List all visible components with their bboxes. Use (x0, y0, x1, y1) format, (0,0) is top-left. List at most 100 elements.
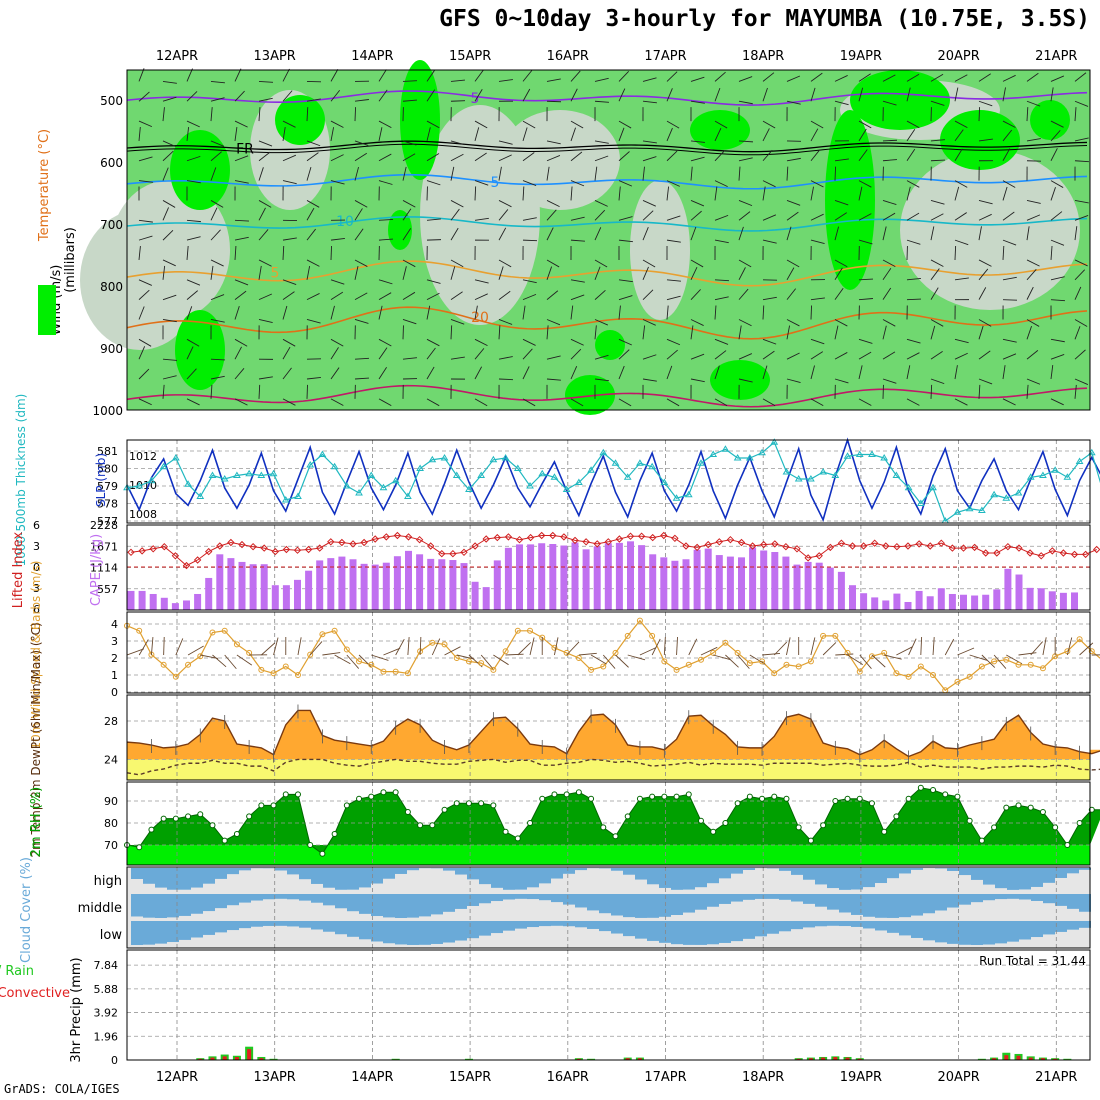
wind-speed-marker (209, 629, 216, 636)
wind-barb (282, 346, 291, 360)
wind-speed-marker (197, 653, 204, 660)
wind-barb (138, 398, 152, 406)
rh-2m-marker (478, 800, 485, 807)
rh-2m-marker (319, 850, 326, 857)
rh-2m-marker (759, 795, 766, 802)
cloud-high-bar (191, 868, 203, 888)
wind-barb (690, 140, 705, 143)
wind-barb (978, 268, 989, 281)
wind-barb (618, 88, 626, 102)
li-marker (1037, 552, 1045, 560)
cloud-low-bar (1055, 921, 1067, 932)
cape-bar (993, 589, 1001, 610)
wind-barb-10m (700, 646, 718, 656)
cloud-low-bar (683, 921, 695, 945)
wind-barb (1002, 129, 1013, 142)
wind-barb (570, 398, 584, 407)
date-label-bottom: 13APR (254, 1070, 296, 1085)
wind-barb (450, 200, 464, 208)
wind-barb (474, 305, 478, 320)
cape-bar (149, 593, 157, 610)
cape-bar (649, 554, 657, 610)
wind-barb (714, 350, 727, 360)
cloud-middle-bar (947, 894, 959, 908)
cape-bar (571, 542, 579, 610)
wind-barb (954, 398, 968, 406)
wind-barb (762, 120, 776, 129)
rh-2m-marker (380, 789, 387, 796)
precip-convective-bar (637, 1058, 642, 1060)
wind-barb (738, 325, 742, 340)
cape-bar (393, 556, 401, 610)
wind-barb (162, 200, 176, 208)
wind-barb (762, 398, 776, 407)
wind-barb (186, 368, 197, 380)
cloud-middle-bar (935, 894, 947, 911)
li-marker (993, 549, 1001, 557)
wind-barb (546, 227, 554, 241)
cloud-frame (126, 866, 1091, 949)
wind-barb (882, 287, 892, 300)
thickness-marker (660, 478, 669, 485)
wind-barb (474, 217, 489, 221)
li-marker (715, 538, 724, 546)
contour-temp-20 (126, 306, 1088, 340)
cloud-middle-bar (683, 894, 695, 913)
wind-barb (858, 186, 863, 201)
cloud-middle-bar (623, 894, 635, 918)
date-label-bottom: 15APR (449, 1070, 491, 1085)
rh-2m-frame (126, 781, 1091, 866)
rh-2m-fill (127, 787, 1100, 854)
wind-speed-marker (514, 627, 521, 634)
cloud-low-bar (383, 921, 395, 944)
wind-barb (714, 214, 729, 221)
wind-barb (570, 151, 583, 162)
thickness-marker (147, 476, 156, 484)
cloud-high-bar (875, 868, 887, 884)
thickness-marker (636, 459, 644, 466)
cloud-middle-bar (131, 894, 143, 917)
rh-saturated-patch (170, 130, 230, 210)
wind-barb-10m (383, 647, 401, 656)
wind-barb (594, 378, 609, 382)
wind-speed-marker (380, 668, 387, 675)
wind-barb (858, 149, 868, 162)
wind-barb (186, 155, 201, 162)
wind-barb (378, 305, 383, 320)
wind-barb (282, 279, 297, 286)
wind-barb (834, 325, 839, 340)
wind-barb-10m (835, 653, 854, 656)
cloud-low-bar (1019, 921, 1031, 940)
wind-barb (306, 319, 321, 324)
rh-2m-marker (514, 835, 521, 842)
wind-barb-10m (725, 654, 739, 668)
wind-barb (498, 266, 504, 280)
wind-barb (786, 200, 801, 206)
cloud-low-bar (455, 921, 467, 941)
rh-2m-marker (294, 791, 301, 798)
precip-convective-bar (808, 1058, 813, 1060)
cloud-middle-bar (599, 894, 611, 914)
wind-barb (1074, 199, 1089, 204)
rh-2m-marker (807, 837, 814, 844)
wind-barb (690, 266, 698, 280)
wind-barb (618, 70, 630, 82)
wind-barb (162, 96, 177, 102)
wind-barb (378, 153, 392, 162)
cloud-middle-bar (431, 894, 443, 915)
cloud-high-bar (707, 868, 719, 884)
thickness-marker (807, 475, 815, 482)
rh-saturated-patch (940, 110, 1020, 170)
wind-barb (1002, 299, 1018, 301)
thickness-marker (501, 454, 510, 461)
wind-barb (1050, 75, 1065, 82)
wind-barb (570, 216, 585, 221)
cloud-high-bar (695, 868, 707, 888)
li-marker (848, 542, 857, 550)
cape-bar (360, 563, 368, 610)
wind-barb (210, 140, 225, 147)
thickness-marker (184, 480, 192, 487)
li-tick: 6 (33, 519, 40, 532)
contour-temp-minus5 (126, 90, 1088, 106)
wind-barb (234, 180, 249, 184)
